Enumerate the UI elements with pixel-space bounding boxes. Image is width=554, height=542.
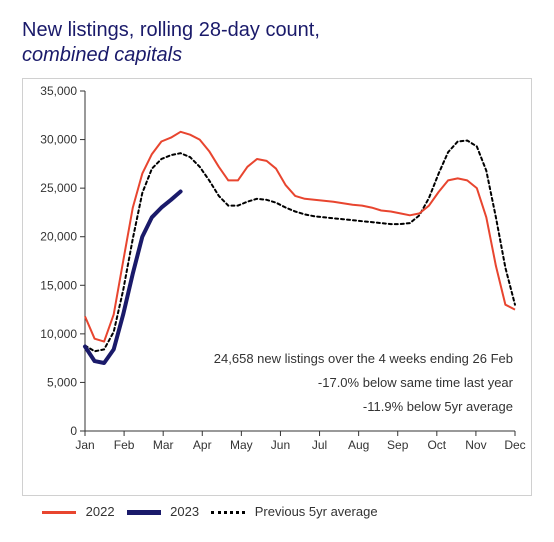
- svg-text:Jan: Jan: [75, 438, 94, 452]
- svg-text:Dec: Dec: [504, 438, 525, 452]
- chart-svg: 0 5,000 10,000 15,000 20,000 25,000 30,000 35,0…: [23, 79, 531, 495]
- svg-text:5,000: 5,000: [47, 375, 77, 389]
- svg-text:Aug: Aug: [348, 438, 369, 452]
- legend-label-prev5yr: Previous 5yr average: [255, 504, 378, 519]
- legend-item-2022: 2022: [42, 504, 115, 519]
- title-line-1: New listings, rolling 28-day count,: [22, 18, 532, 43]
- svg-text:May: May: [230, 438, 253, 452]
- legend-item-2023: 2023: [127, 504, 200, 519]
- svg-text:Apr: Apr: [193, 438, 212, 452]
- svg-text:35,000: 35,000: [40, 84, 77, 98]
- swatch-2023: [127, 510, 161, 515]
- swatch-2022: [42, 511, 76, 514]
- svg-text:20,000: 20,000: [40, 230, 77, 244]
- swatch-prev5yr: [211, 511, 245, 514]
- legend-label-2022: 2022: [86, 504, 115, 519]
- svg-text:15,000: 15,000: [40, 278, 77, 292]
- svg-text:10,000: 10,000: [40, 327, 77, 341]
- annotation-2: -17.0% below same time last year: [318, 375, 513, 390]
- chart-container: New listings, rolling 28-day count, comb…: [0, 0, 554, 542]
- legend-item-prev5yr: Previous 5yr average: [211, 504, 377, 519]
- svg-text:Mar: Mar: [153, 438, 174, 452]
- svg-text:Nov: Nov: [465, 438, 486, 452]
- title-line-2: combined capitals: [22, 43, 532, 68]
- svg-text:0: 0: [70, 424, 77, 438]
- svg-text:30,000: 30,000: [40, 133, 77, 147]
- annotation-1: 24,658 new listings over the 4 weeks end…: [214, 351, 513, 366]
- svg-text:Jul: Jul: [312, 438, 327, 452]
- svg-text:25,000: 25,000: [40, 181, 77, 195]
- legend: 2022 2023 Previous 5yr average: [22, 504, 532, 519]
- legend-label-2023: 2023: [170, 504, 199, 519]
- svg-text:Feb: Feb: [114, 438, 135, 452]
- chart-title: New listings, rolling 28-day count, comb…: [22, 18, 532, 68]
- plot-area: 0 5,000 10,000 15,000 20,000 25,000 30,000 35,0…: [22, 78, 532, 496]
- svg-text:Jun: Jun: [271, 438, 290, 452]
- svg-text:Sep: Sep: [387, 438, 409, 452]
- annotation-3: -11.9% below 5yr average: [363, 399, 513, 414]
- svg-text:Oct: Oct: [427, 438, 446, 452]
